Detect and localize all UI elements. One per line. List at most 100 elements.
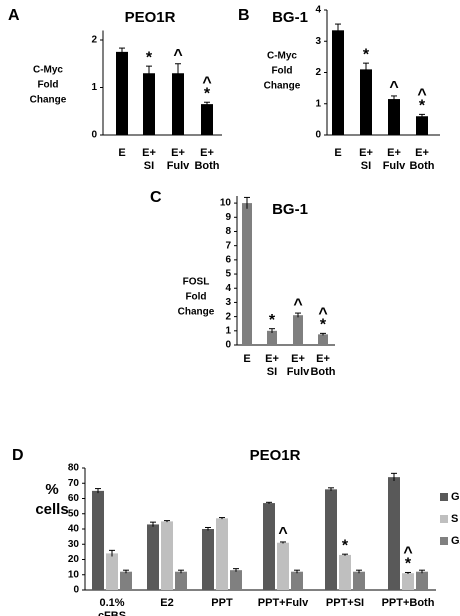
bar	[92, 490, 104, 590]
x-tick-label: PPT+Both	[382, 597, 435, 609]
x-tick-label: E	[334, 147, 341, 159]
y-tick-label: 0	[315, 130, 321, 141]
bar	[216, 518, 228, 590]
bar	[230, 570, 242, 590]
bar	[242, 203, 252, 345]
annotation: *	[320, 317, 327, 334]
bar	[267, 330, 277, 345]
y-axis-label: Fold	[271, 66, 292, 77]
bar	[116, 51, 128, 135]
y-axis-label: C-Myc	[267, 51, 297, 62]
annotation: ^	[403, 545, 412, 562]
bar	[106, 553, 118, 590]
annotation: *	[405, 556, 412, 573]
y-tick-label: 2	[315, 67, 321, 78]
y-tick-label: 2	[91, 35, 97, 46]
bar	[339, 554, 351, 590]
legend-swatch	[440, 493, 448, 501]
bar	[318, 334, 328, 345]
y-tick-label: 6	[225, 254, 231, 265]
annotation: ^	[202, 74, 211, 91]
x-tick-label: SI	[144, 160, 154, 172]
panel-letter: C	[150, 189, 162, 206]
bar	[291, 571, 303, 590]
bar	[388, 99, 400, 135]
panel-letter: A	[8, 7, 20, 24]
bar	[416, 116, 428, 135]
y-axis-label: Fold	[37, 80, 58, 91]
x-tick-label: Fulv	[167, 160, 190, 172]
y-axis-label: Fold	[185, 292, 206, 303]
annotation: *	[342, 537, 349, 554]
y-tick-label: 5	[225, 269, 231, 280]
y-axis-label: FOSL	[183, 277, 210, 288]
y-tick-label: 3	[315, 36, 321, 47]
annotation: *	[269, 312, 276, 329]
y-axis-label: Change	[264, 81, 301, 92]
x-tick-label: Both	[310, 366, 335, 378]
y-tick-label: 8	[225, 226, 231, 237]
annotation: *	[419, 98, 426, 115]
x-tick-label: cFBS	[98, 610, 126, 616]
bar	[402, 573, 414, 590]
x-tick-label: E	[243, 353, 250, 365]
panel-letter: D	[12, 447, 24, 464]
x-tick-label: Fulv	[383, 160, 406, 172]
x-tick-label: E+	[316, 353, 330, 365]
x-tick-label: SI	[267, 366, 277, 378]
x-tick-label: Both	[194, 160, 219, 172]
y-tick-label: 0	[91, 130, 97, 141]
annotation: *	[204, 85, 211, 102]
chart-title: BG-1	[272, 201, 308, 218]
y-tick-label: 10	[220, 198, 232, 209]
y-tick-label: 4	[225, 283, 231, 294]
annotation: ^	[389, 79, 398, 96]
x-tick-label: PPT+SI	[326, 597, 364, 609]
y-tick-label: 3	[225, 297, 231, 308]
x-tick-label: 0.1%	[99, 597, 124, 609]
y-tick-label: 70	[68, 478, 80, 489]
x-tick-label: Fulv	[287, 366, 310, 378]
y-tick-label: 2	[225, 311, 231, 322]
legend-label: G2	[451, 535, 460, 547]
bar	[353, 571, 365, 590]
annotation: *	[363, 46, 370, 63]
chart-title: PEO1R	[125, 9, 176, 26]
y-tick-label: 1	[225, 325, 231, 336]
y-tick-label: 50	[68, 508, 80, 519]
x-tick-label: E+	[171, 147, 185, 159]
bar	[416, 571, 428, 590]
legend-swatch	[440, 537, 448, 545]
annotation: ^	[173, 47, 182, 64]
legend-label: G1	[451, 491, 460, 503]
x-tick-label: PPT+Fulv	[258, 597, 309, 609]
x-tick-label: E+	[200, 147, 214, 159]
x-tick-label: E+	[265, 353, 279, 365]
bar	[172, 73, 184, 135]
y-tick-label: 80	[68, 463, 80, 474]
panel-letter: B	[238, 7, 250, 24]
bar	[147, 524, 159, 590]
bar	[388, 477, 400, 590]
y-tick-label: 1	[315, 98, 321, 109]
y-tick-label: 60	[68, 493, 80, 504]
x-tick-label: E+	[387, 147, 401, 159]
y-axis-label: cells	[35, 501, 68, 518]
bar	[175, 571, 187, 590]
chart-title: BG-1	[272, 9, 308, 26]
bar	[120, 571, 132, 590]
y-axis-label: Change	[178, 307, 215, 318]
y-tick-label: 1	[91, 82, 97, 93]
chart-title: PEO1R	[250, 447, 301, 464]
annotation: ^	[318, 306, 327, 323]
x-tick-label: E+	[142, 147, 156, 159]
y-tick-label: 9	[225, 212, 231, 223]
annotation: ^	[278, 525, 287, 542]
bar	[143, 73, 155, 135]
x-tick-label: PPT	[211, 597, 233, 609]
y-axis-label: C-Myc	[33, 65, 63, 76]
y-tick-label: 40	[68, 524, 80, 535]
x-tick-label: E2	[160, 597, 173, 609]
y-tick-label: 0	[225, 340, 231, 351]
legend-swatch	[440, 515, 448, 523]
